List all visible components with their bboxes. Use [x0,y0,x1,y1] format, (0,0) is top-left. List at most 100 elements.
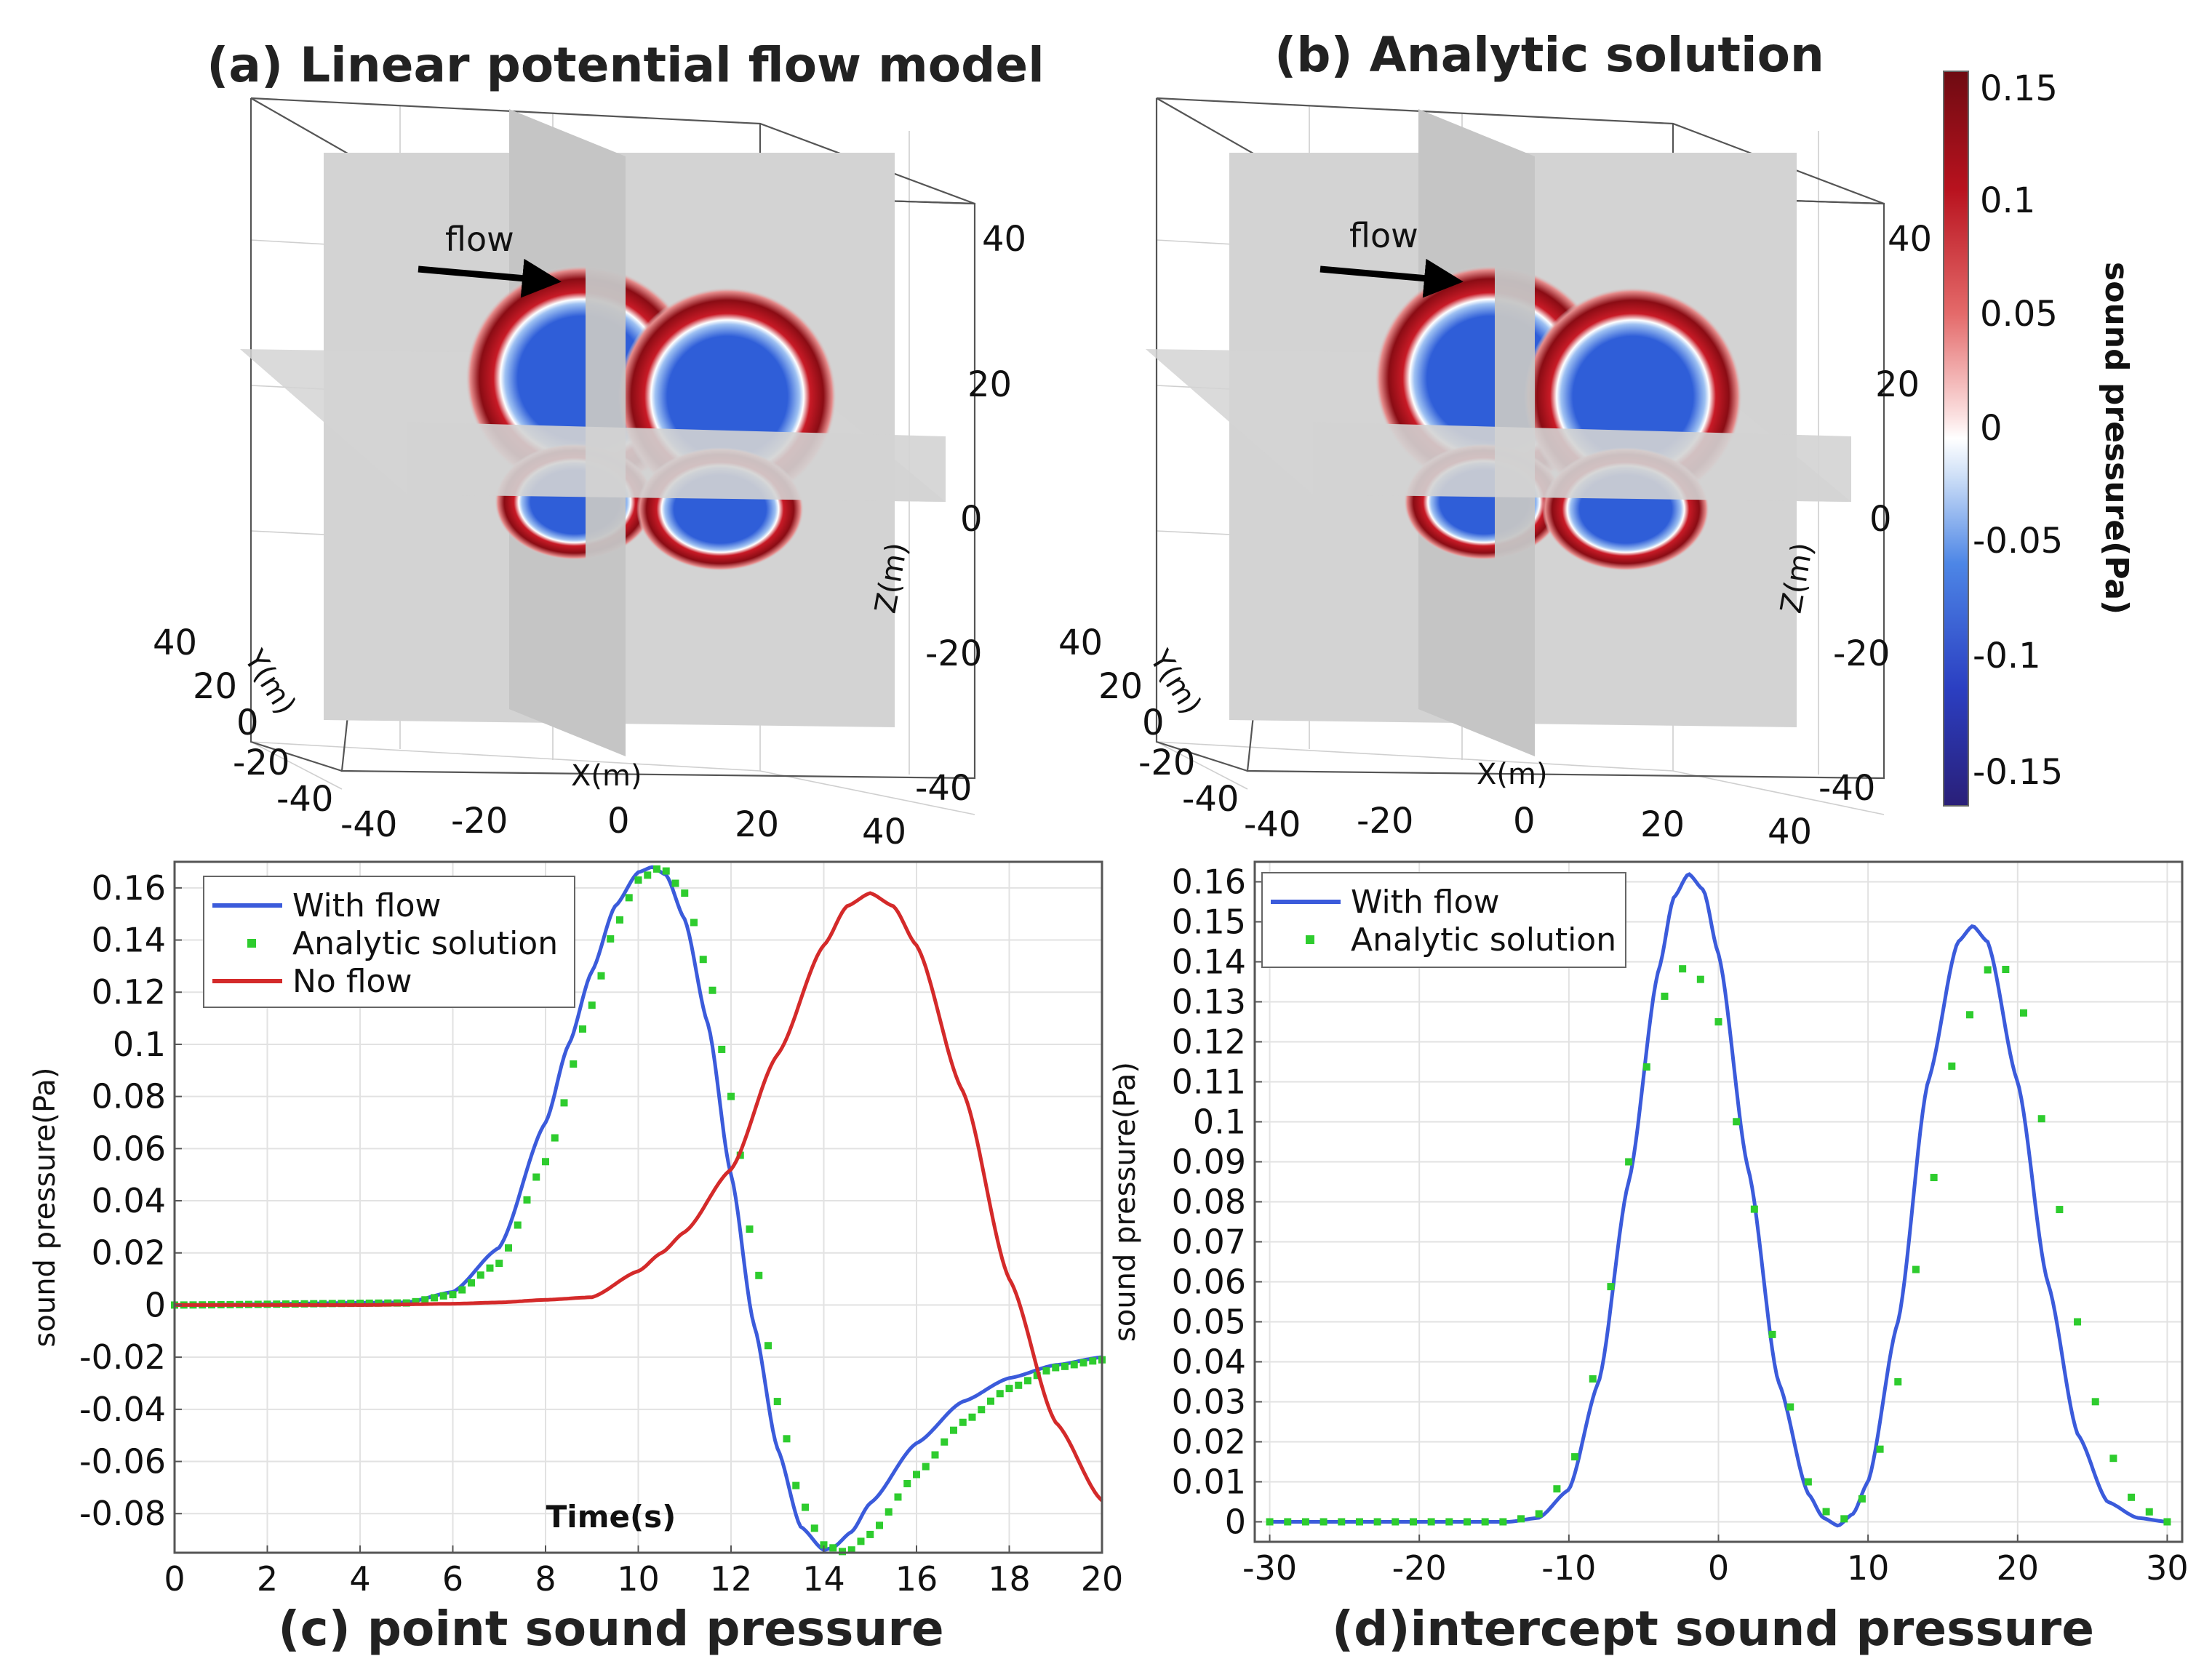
y-tick: 40 [1058,623,1103,663]
data-point [421,1296,429,1304]
x-tick-label: 0 [1708,1548,1729,1588]
series-analytic-solution [1266,965,2171,1526]
data-point [588,1001,596,1009]
series-line-no-flow [175,891,1103,1503]
x-tick-label: 18 [988,1559,1031,1599]
z-tick: -20 [1833,633,1890,674]
series-line-with-flow [1269,872,2168,1528]
legend-swatch-dotted [247,939,256,948]
data-point [1930,1174,1938,1182]
legend-label: Analytic solution [1351,921,1616,959]
data-point [1858,1495,1866,1503]
data-point [922,1463,930,1471]
data-point [560,1099,568,1107]
data-point [681,889,689,897]
data-point [1061,1362,1069,1370]
panel-b-flow-label: flow [1349,216,1418,255]
panel-b-x-ticks: -40 -20 0 20 40 [1244,801,1812,852]
y-tick: 20 [193,666,237,707]
data-point [2163,1518,2171,1526]
y-axis-label: sound pressure(Pa) [1109,1062,1142,1342]
data-point [996,1390,1004,1398]
y-tick-label: 0.04 [1172,1343,1246,1382]
data-point [542,1158,549,1166]
colorbar-tick: -0.1 [1973,636,2041,676]
chart-d: -30 -20 -10 0 10 20 3000.010.020.030.040.050.0… [1109,860,2189,1657]
x-tick: -40 [1244,804,1301,845]
data-point [616,916,623,924]
data-point [495,1260,503,1268]
colorbar-label: sound pressure(Pa) [2098,262,2135,615]
legend-label: With flow [1351,884,1500,921]
panel-b-x-axis-label: X(m) [1477,758,1548,791]
x-tick: 40 [862,812,906,852]
chart-title: (d)intercept sound pressure [1332,1601,2094,1657]
y-tick-label: 0.12 [92,972,166,1012]
legend-label: Analytic solution [292,925,558,962]
data-point [1535,1510,1543,1518]
data-point [2145,1508,2153,1516]
data-point [1553,1485,1561,1493]
y-tick-label: 0 [145,1285,166,1324]
data-point [913,1471,920,1479]
y-tick-label: 0.01 [1172,1463,1246,1502]
panel-b-flow-arrow [1319,258,1464,298]
data-point [1373,1518,1381,1526]
x-tick-label: 0 [164,1559,185,1599]
x-tick-label: 20 [1081,1559,1124,1599]
y-tick-label: 0.14 [92,921,166,960]
data-point [1464,1518,1472,1526]
data-point [523,1196,531,1204]
y-tick-label: 0.02 [92,1233,166,1273]
chart-title: (c) point sound pressure [278,1601,943,1657]
colorbar-tick: 0 [1980,408,2003,449]
data-point [1079,1359,1087,1367]
data-point [505,1244,512,1252]
x-tick-label: 10 [1847,1548,1890,1588]
data-point [468,1279,475,1287]
data-point [718,1045,726,1053]
y-tick-label: 0.08 [1172,1183,1246,1222]
colorbar-tick: 0.1 [1980,180,2035,221]
data-point [2074,1318,2082,1326]
data-point [885,1508,893,1516]
data-point [1607,1283,1615,1291]
data-point [1301,1518,1309,1526]
data-point [931,1451,939,1459]
data-point [1822,1508,1830,1516]
y-tick-label: 0.14 [1172,943,1246,982]
data-point [1355,1518,1363,1526]
data-point [847,1546,855,1554]
y-tick-label: 0.1 [1193,1103,1246,1142]
panel-a-y-ticks: 40 20 0 -20 -40 [153,623,333,820]
data-point [607,935,615,943]
x-tick-label: 12 [710,1559,753,1599]
data-point [1266,1518,1274,1526]
data-point [551,1134,559,1142]
z-tick: 0 [960,499,983,540]
data-point [1015,1381,1023,1389]
data-point [476,1271,484,1279]
data-point [1042,1367,1050,1375]
y-tick-label: 0.16 [1172,863,1246,902]
data-point [644,871,652,879]
data-point [1481,1518,1489,1526]
y-tick-label: 0.04 [92,1181,166,1220]
y-tick-label: 0.03 [1172,1383,1246,1422]
data-point [2002,966,2010,974]
y-tick-label: 0.02 [1172,1423,1246,1462]
z-tick: 20 [1875,364,1920,405]
data-point [1642,1063,1650,1071]
data-point [987,1397,994,1405]
data-point [959,1418,967,1426]
x-axis-label: Time(s) [546,1499,676,1535]
data-point [968,1413,976,1421]
data-point [597,972,605,980]
data-point [532,1173,540,1181]
z-tick: 40 [1888,219,1932,260]
x-tick: -40 [340,804,397,845]
legend-box [1261,872,1626,968]
data-point [1024,1377,1031,1385]
data-point [857,1537,865,1545]
